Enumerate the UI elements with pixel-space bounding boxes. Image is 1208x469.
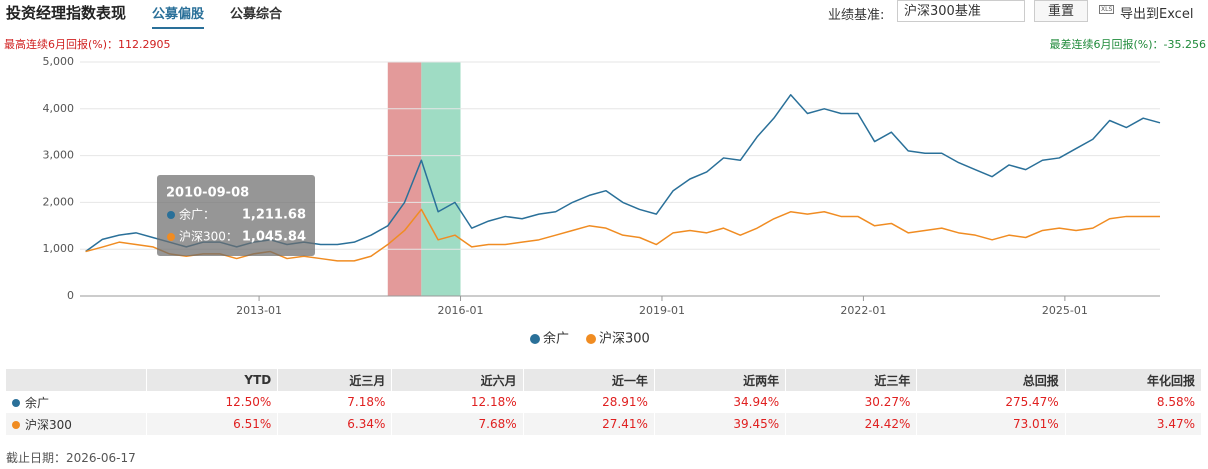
legend-label: 余广 <box>543 331 569 347</box>
tooltip-name: 沪深300： <box>179 230 238 244</box>
tooltip-marker <box>167 211 175 219</box>
value-cell: 30.27% <box>785 391 918 413</box>
annotation: 最高连续6月回报(%)：112.2905 <box>4 38 171 51</box>
value-cell: 27.41% <box>523 413 655 435</box>
header-cell: 近一年 <box>523 369 655 391</box>
value-cell: 34.94% <box>654 391 787 413</box>
value-cell: 6.51% <box>146 413 279 435</box>
row-name: 余广 <box>25 395 50 410</box>
row-marker <box>12 420 20 429</box>
reset-button[interactable]: 重置 <box>1034 0 1088 22</box>
header-cell: 近六月 <box>391 369 524 391</box>
x-tick-label: 2022-01 <box>840 304 886 317</box>
row-name: 沪深300 <box>25 417 72 432</box>
value-cell: 12.50% <box>146 391 279 413</box>
tooltip: 2010-09-08 余广： 1,211.68 沪深300： 1,045.84 <box>157 175 315 256</box>
value-cell: 28.91% <box>523 391 655 413</box>
value-cell: 275.47% <box>916 391 1066 413</box>
y-tick-label: 1,000 <box>43 242 75 255</box>
y-tick-label: 4,000 <box>43 102 75 115</box>
stats-table: YTD 近三月 近六月 近一年 近两年 近三年 总回报 年化回报余广 12.50% 7.18% 12… <box>6 369 1203 435</box>
name-cell: 沪深300 <box>6 413 147 435</box>
legend-label: 沪深300 <box>599 331 650 347</box>
y-tick-label: 5,000 <box>43 55 75 68</box>
tooltip-box <box>157 175 315 256</box>
y-tick-label: 0 <box>67 289 74 302</box>
x-tick-label: 2016-01 <box>438 304 484 317</box>
value-cell: 39.45% <box>654 413 787 435</box>
row-marker <box>12 398 20 407</box>
value-cell: 7.18% <box>277 391 393 413</box>
x-tick-label: 2019-01 <box>639 304 685 317</box>
tab[interactable]: 公募偏股 <box>152 3 205 29</box>
table-row: 沪深300 6.51% 6.34% 7.68% 27.41% 39.45% 24.42% 73… <box>6 413 1203 435</box>
benchmark-select[interactable]: 沪深300基准 <box>897 0 1025 22</box>
name-cell: 余广 <box>6 391 147 413</box>
footer-date: 截止日期：2026-06-17 <box>6 451 136 465</box>
tooltip-marker <box>167 233 175 241</box>
y-tick-label: 3,000 <box>43 149 75 162</box>
value-cell: 73.01% <box>916 413 1066 435</box>
export-button[interactable]: 导出到Excel <box>1120 7 1194 22</box>
x-tick-label: 2013-01 <box>236 304 282 317</box>
legend-marker <box>586 334 597 344</box>
tooltip-date: 2010-09-08 <box>166 186 249 201</box>
tooltip-value: 1,211.68 <box>242 208 306 223</box>
header-cell: 总回报 <box>916 369 1066 391</box>
header-cell: YTD <box>146 369 279 391</box>
export-icon[interactable]: XLS <box>1099 5 1115 14</box>
value-cell: 7.68% <box>391 413 524 435</box>
header-cell <box>6 369 147 391</box>
header-cell: 近三月 <box>277 369 393 391</box>
tooltip-value: 1,045.84 <box>242 230 306 245</box>
header-cell: 年化回报 <box>1065 369 1203 391</box>
page-title: 投资经理指数表现 <box>6 4 127 22</box>
benchmark-label: 业绩基准: <box>828 8 885 23</box>
header-cell: 近三年 <box>785 369 918 391</box>
tooltip-name: 余广： <box>179 207 215 222</box>
value-cell: 24.42% <box>785 413 918 435</box>
header-cell: 近两年 <box>654 369 787 391</box>
tab[interactable]: 公募综合 <box>230 7 283 22</box>
annotation: 最差连续6月回报(%)：-35.256 <box>1049 38 1207 51</box>
value-cell: 12.18% <box>391 391 524 413</box>
highlight-band <box>387 62 422 296</box>
value-cell: 8.58% <box>1065 391 1203 413</box>
table-row: 余广 12.50% 7.18% 12.18% 28.91% 34.94% 30.27% 275… <box>6 391 1203 413</box>
x-tick-label: 2025-01 <box>1042 304 1088 317</box>
value-cell: 6.34% <box>277 413 393 435</box>
chart: 0 1,000 2,000 3,000 4,000 5,000 2013-01 2016-01… <box>43 55 1161 347</box>
legend-marker <box>530 334 540 344</box>
y-tick-label: 2,000 <box>43 195 75 208</box>
value-cell: 3.47% <box>1065 413 1203 435</box>
